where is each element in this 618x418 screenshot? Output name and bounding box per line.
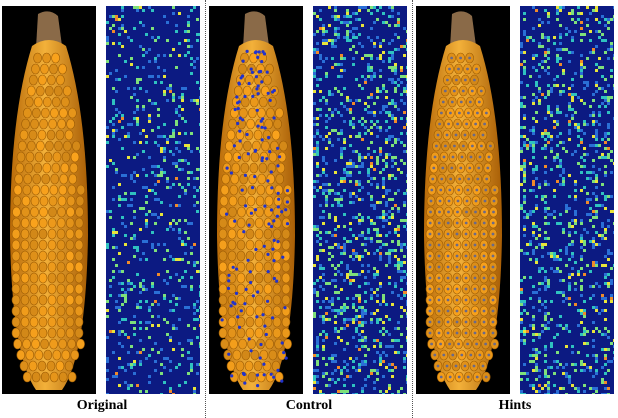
hints-attention-heatmap — [520, 6, 614, 394]
hints-corn-image — [416, 6, 510, 394]
corn-tip — [450, 11, 476, 51]
control-corn-image — [209, 6, 303, 394]
original-corn-image — [2, 6, 96, 394]
dotted-separator-left — [205, 0, 206, 418]
control-attention-heatmap — [313, 6, 407, 394]
corn-tip — [36, 11, 62, 51]
hints-caption: Hints — [498, 398, 532, 413]
control-caption: Control — [285, 398, 333, 413]
original-caption: Original — [76, 398, 128, 413]
dotted-separator-right — [412, 0, 413, 418]
corn-tip — [243, 11, 269, 51]
original-attention-heatmap — [106, 6, 200, 394]
